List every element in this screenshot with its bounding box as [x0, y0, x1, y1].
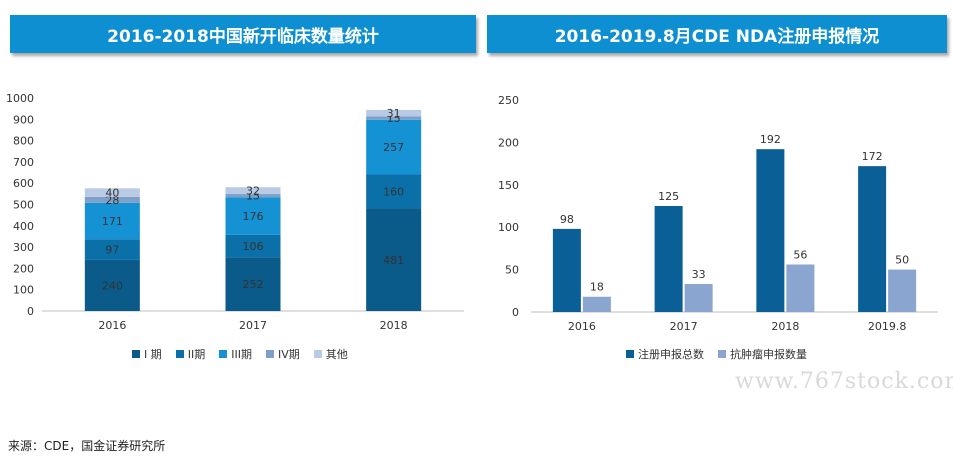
data-label: 97	[105, 244, 119, 257]
data-label: 28	[105, 194, 119, 207]
data-label: 106	[243, 240, 264, 253]
bar-segment	[366, 174, 422, 209]
bar-segment	[225, 187, 281, 195]
data-label: 40	[105, 187, 119, 200]
right-chart-title: 2016-2019.8月CDE NDA注册申报情况	[487, 15, 947, 53]
legend-label: II期	[187, 348, 206, 361]
data-label: 18	[590, 281, 604, 294]
y-tick-label: 600	[13, 177, 34, 190]
bar-segment	[225, 197, 281, 235]
left-legend-item: I 期	[132, 346, 162, 362]
data-label: 31	[387, 107, 401, 120]
bar	[786, 264, 815, 312]
data-label: 56	[793, 249, 807, 262]
data-label: 32	[246, 185, 260, 198]
left-chart-legend: I 期 II期 III期 IV期 其他	[132, 346, 348, 362]
clinical-trials-stacked-bar-chart: 0 100 200 300 400 500 600 700 800 900 1000 240 97 171…	[6, 92, 464, 332]
bar-segment	[366, 116, 422, 120]
data-label: 160	[383, 186, 404, 199]
x-tick-label: 2017	[239, 319, 267, 332]
y-tick-label: 700	[13, 156, 34, 169]
legend-label: 其他	[325, 348, 348, 361]
bar	[888, 269, 917, 312]
legend-swatch	[265, 350, 274, 358]
legend-label: I 期	[144, 348, 162, 361]
legend-label: IV期	[277, 348, 300, 361]
y-tick-label: 400	[13, 220, 34, 233]
data-label: 240	[102, 279, 123, 292]
legend-label: III期	[231, 348, 252, 361]
right-chart-legend: 注册申报总数 抗肿瘤申报数量	[626, 346, 807, 362]
left-legend-item: IV期	[265, 346, 300, 362]
y-tick-label: 200	[13, 262, 34, 275]
y-tick-label: 500	[13, 199, 34, 212]
data-label: 252	[243, 278, 264, 291]
bar	[756, 149, 785, 312]
bar	[552, 228, 581, 312]
bar-segment	[84, 202, 140, 240]
legend-swatch	[626, 350, 634, 358]
y-tick-label: 300	[13, 241, 34, 254]
bar	[654, 206, 683, 312]
watermark: www.767stock.com	[735, 369, 953, 394]
bar	[858, 166, 887, 312]
bar-segment	[225, 194, 281, 198]
bar-segment	[84, 259, 140, 311]
left-legend-item: II期	[175, 346, 206, 362]
legend-swatch	[132, 350, 140, 358]
source-note: 来源：CDE，国金证券研究所	[8, 439, 166, 453]
y-tick-label: 150	[498, 179, 519, 192]
data-label: 171	[102, 215, 123, 228]
left-legend-item: III期	[219, 346, 252, 362]
bar	[684, 284, 713, 312]
x-tick-label: 2016	[568, 320, 596, 333]
nda-filings-bar-chart: 0 50 100 150 200 250 98 18 2016 125 33 2017 192 56 201…	[498, 94, 938, 333]
data-label: 172	[862, 150, 883, 163]
legend-swatch	[219, 350, 228, 358]
bar-segment	[84, 196, 140, 203]
data-label: 257	[383, 141, 404, 154]
data-label: 125	[658, 190, 679, 203]
legend-label: 抗肿瘤申报数量	[730, 348, 807, 361]
y-tick-label: 0	[27, 305, 34, 318]
bar-segment	[84, 188, 140, 197]
left-chart-title: 2016-2018中国新开临床数量统计	[10, 15, 476, 53]
bar-segment	[84, 239, 140, 260]
data-label: 50	[895, 254, 909, 267]
data-label: 192	[760, 133, 781, 146]
bar	[582, 296, 611, 312]
y-tick-label: 50	[505, 264, 519, 277]
legend-swatch	[175, 350, 184, 358]
x-tick-label: 2017	[670, 320, 698, 333]
bar-segment	[225, 234, 281, 258]
y-tick-label: 100	[498, 221, 519, 234]
bar-segment	[366, 208, 422, 311]
y-tick-label: 800	[13, 135, 34, 148]
x-tick-label: 2019.8	[868, 320, 907, 333]
data-label: 481	[383, 254, 404, 267]
right-legend-item: 注册申报总数	[626, 346, 704, 362]
x-tick-label: 2018	[380, 319, 408, 332]
left-legend-item: 其他	[313, 346, 348, 362]
x-tick-label: 2018	[771, 320, 799, 333]
y-tick-label: 900	[13, 113, 34, 126]
data-label: 33	[692, 268, 706, 281]
bar-segment	[366, 119, 422, 175]
bar-segment	[225, 257, 281, 311]
data-label: 176	[243, 210, 264, 223]
right-legend-item: 抗肿瘤申报数量	[718, 346, 807, 362]
legend-swatch	[718, 350, 726, 358]
bar-segment	[366, 109, 422, 117]
legend-swatch	[313, 350, 322, 358]
y-tick-label: 250	[498, 94, 519, 107]
y-tick-label: 200	[498, 136, 519, 149]
legend-label: 注册申报总数	[638, 348, 704, 361]
data-label: 98	[560, 213, 574, 226]
y-tick-label: 100	[13, 284, 34, 297]
y-tick-label: 1000	[6, 92, 34, 105]
y-tick-label: 0	[512, 306, 519, 319]
x-tick-label: 2016	[98, 319, 126, 332]
